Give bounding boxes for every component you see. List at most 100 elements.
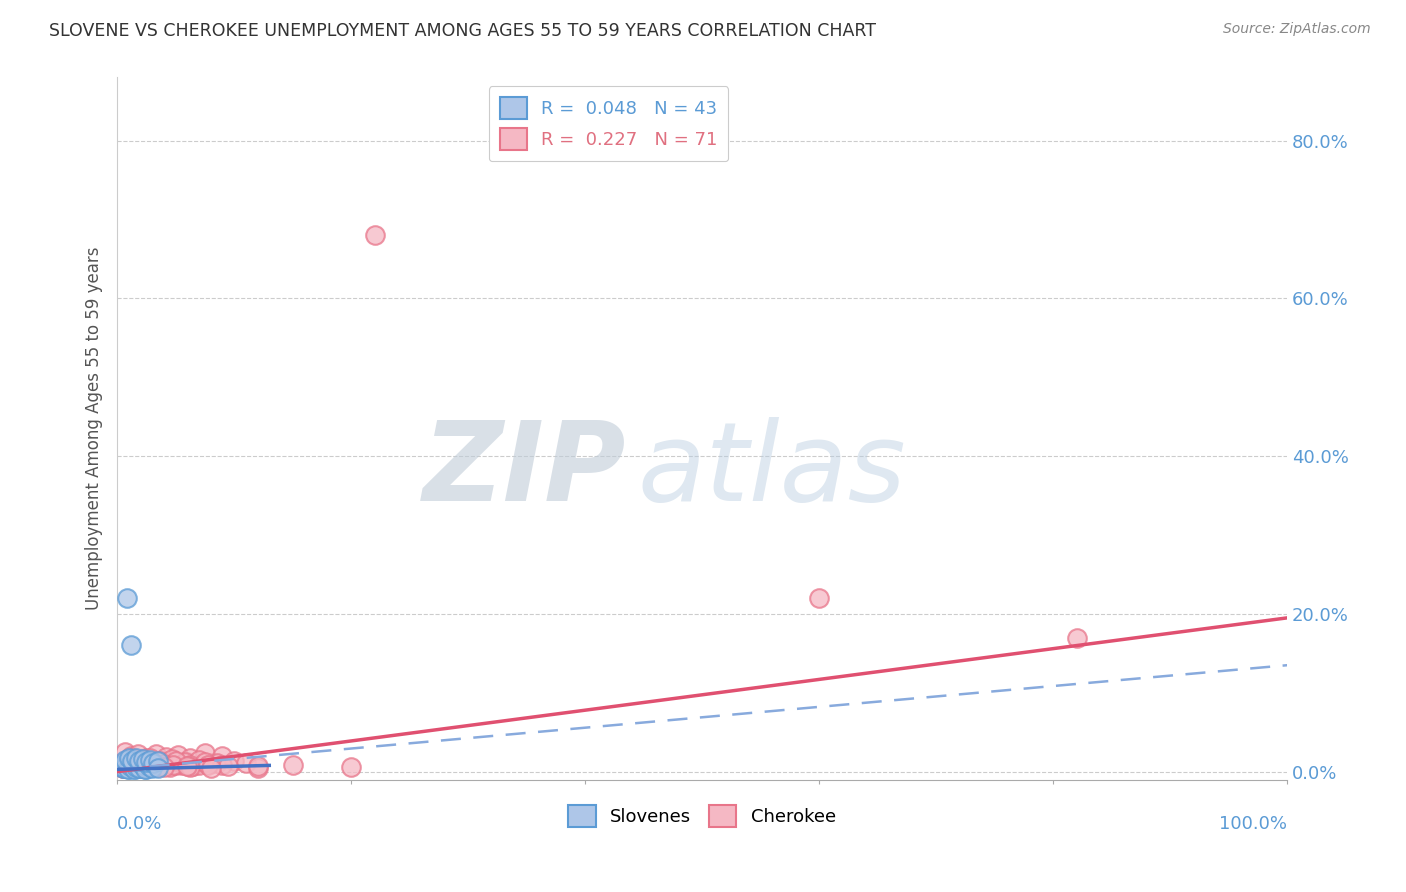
Point bbox=[188, 758, 211, 772]
Point bbox=[340, 760, 363, 774]
Point bbox=[167, 748, 190, 763]
Point bbox=[150, 758, 173, 772]
Point bbox=[165, 757, 187, 772]
Point bbox=[118, 759, 141, 773]
Point bbox=[129, 761, 152, 775]
Point bbox=[117, 763, 139, 777]
Point bbox=[127, 757, 149, 772]
Point bbox=[127, 747, 149, 762]
Point bbox=[135, 758, 157, 772]
Point bbox=[131, 758, 153, 772]
Point bbox=[118, 763, 141, 777]
Point bbox=[281, 758, 304, 772]
Point bbox=[246, 759, 269, 773]
Point bbox=[159, 760, 181, 774]
Text: SLOVENE VS CHEROKEE UNEMPLOYMENT AMONG AGES 55 TO 59 YEARS CORRELATION CHART: SLOVENE VS CHEROKEE UNEMPLOYMENT AMONG A… bbox=[49, 22, 876, 40]
Point bbox=[179, 760, 201, 774]
Point bbox=[141, 756, 163, 770]
Point bbox=[135, 759, 157, 773]
Point bbox=[128, 761, 150, 775]
Point bbox=[127, 760, 149, 774]
Point bbox=[120, 748, 142, 763]
Point bbox=[114, 753, 136, 767]
Point bbox=[124, 761, 146, 775]
Point bbox=[115, 755, 138, 769]
Point bbox=[1066, 631, 1088, 645]
Point bbox=[146, 760, 169, 774]
Point bbox=[132, 757, 155, 772]
Point bbox=[217, 759, 239, 773]
Point bbox=[139, 751, 162, 765]
Point bbox=[112, 756, 135, 771]
Point bbox=[235, 756, 257, 770]
Point bbox=[162, 758, 184, 772]
Point bbox=[246, 761, 269, 775]
Text: 0.0%: 0.0% bbox=[117, 814, 163, 833]
Point bbox=[149, 755, 172, 769]
Point bbox=[132, 757, 155, 772]
Point bbox=[118, 750, 141, 764]
Point bbox=[115, 591, 138, 606]
Point bbox=[211, 748, 233, 763]
Point bbox=[127, 759, 149, 773]
Point bbox=[197, 757, 219, 772]
Point bbox=[132, 761, 155, 775]
Point bbox=[194, 746, 217, 760]
Point bbox=[124, 756, 146, 770]
Point bbox=[205, 756, 228, 770]
Point bbox=[153, 756, 176, 771]
Point bbox=[134, 762, 156, 776]
Point bbox=[808, 591, 831, 606]
Point bbox=[125, 760, 148, 774]
Text: atlas: atlas bbox=[638, 417, 907, 524]
Point bbox=[120, 756, 142, 770]
Point bbox=[124, 756, 146, 770]
Point bbox=[224, 754, 246, 768]
Point bbox=[160, 752, 183, 766]
Point bbox=[120, 759, 142, 773]
Point bbox=[132, 754, 155, 768]
Point bbox=[211, 758, 233, 772]
Point bbox=[114, 745, 136, 759]
Point bbox=[124, 759, 146, 773]
Point bbox=[112, 761, 135, 775]
Text: Source: ZipAtlas.com: Source: ZipAtlas.com bbox=[1223, 22, 1371, 37]
Point bbox=[194, 756, 217, 770]
Point bbox=[143, 756, 166, 771]
Point bbox=[155, 749, 177, 764]
Point bbox=[142, 756, 165, 770]
Point bbox=[120, 639, 142, 653]
Point bbox=[200, 761, 222, 775]
Point bbox=[117, 758, 139, 772]
Text: ZIP: ZIP bbox=[423, 417, 626, 524]
Point bbox=[121, 754, 143, 768]
Point bbox=[153, 755, 176, 769]
Point bbox=[146, 761, 169, 775]
Point bbox=[115, 758, 138, 772]
Point bbox=[132, 752, 155, 766]
Point bbox=[141, 756, 163, 771]
Point bbox=[112, 756, 135, 770]
Point bbox=[115, 758, 138, 772]
Point bbox=[135, 762, 157, 776]
Point bbox=[120, 760, 142, 774]
Point bbox=[138, 759, 160, 773]
Point bbox=[135, 759, 157, 773]
Point bbox=[174, 756, 197, 770]
Point bbox=[112, 761, 135, 775]
Point bbox=[129, 756, 152, 770]
Point bbox=[122, 762, 145, 776]
Point bbox=[165, 755, 187, 769]
Point bbox=[112, 761, 135, 775]
Point bbox=[115, 753, 138, 767]
Legend: Slovenes, Cherokee: Slovenes, Cherokee bbox=[561, 797, 844, 834]
Point bbox=[125, 751, 148, 765]
Y-axis label: Unemployment Among Ages 55 to 59 years: Unemployment Among Ages 55 to 59 years bbox=[86, 247, 103, 610]
Point bbox=[124, 762, 146, 776]
Point bbox=[135, 750, 157, 764]
Point bbox=[127, 757, 149, 772]
Point bbox=[181, 759, 204, 773]
Point bbox=[200, 756, 222, 770]
Point bbox=[153, 760, 176, 774]
Point bbox=[176, 756, 198, 770]
